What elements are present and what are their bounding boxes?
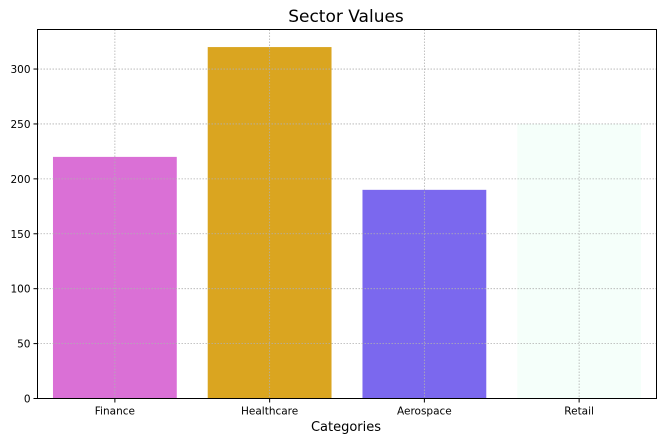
x-tick-label-healthcare: Healthcare	[241, 406, 298, 418]
y-tick-label: 150	[10, 229, 30, 241]
chart-title: Sector Values	[288, 7, 404, 27]
y-tick-label: 300	[10, 64, 30, 76]
y-tick-label: 100	[10, 284, 30, 296]
x-tick-label-aerospace: Aerospace	[397, 406, 452, 418]
axes-frame	[37, 29, 657, 399]
plot-area: 0 50 100 150 200 250 300 Finance Healthcare Aeros…	[10, 29, 657, 418]
y-tick-label: 50	[17, 339, 30, 351]
x-tick-label-finance: Finance	[95, 406, 135, 418]
bar-finance	[52, 156, 177, 399]
y-tick-label: 0	[24, 394, 31, 406]
x-tick-label-retail: Retail	[564, 406, 594, 418]
y-tick-label: 250	[10, 119, 30, 131]
y-tick-label: 200	[10, 174, 30, 186]
x-axis-label: Categories	[311, 420, 381, 435]
